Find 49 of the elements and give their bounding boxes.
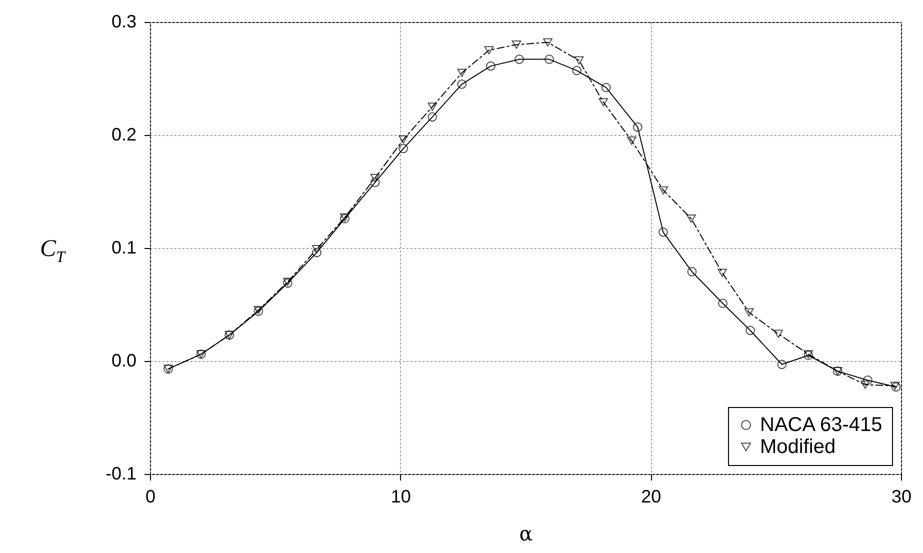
legend-label: NACA 63-415 bbox=[760, 414, 882, 436]
legend-label: Modified bbox=[760, 436, 836, 458]
y-axis-title: C$_{T}$ bbox=[40, 236, 65, 267]
x-tick-label: 10 bbox=[390, 486, 411, 506]
point bbox=[544, 54, 554, 64]
x-tick-label: 30 bbox=[891, 486, 912, 506]
point bbox=[486, 61, 496, 71]
point bbox=[718, 298, 728, 308]
point bbox=[774, 330, 784, 338]
point bbox=[457, 68, 467, 77]
point bbox=[746, 326, 755, 336]
point bbox=[484, 46, 494, 54]
point bbox=[398, 135, 408, 144]
point bbox=[658, 186, 668, 194]
point bbox=[370, 174, 380, 182]
point bbox=[863, 376, 872, 385]
point bbox=[512, 40, 522, 49]
point bbox=[428, 102, 438, 111]
point bbox=[744, 308, 754, 317]
y-tick-label: 0.0 bbox=[111, 350, 136, 370]
point bbox=[777, 360, 787, 370]
point bbox=[686, 214, 696, 223]
point bbox=[626, 136, 636, 145]
point bbox=[457, 79, 467, 89]
point bbox=[687, 267, 697, 276]
point bbox=[632, 122, 642, 132]
point bbox=[891, 382, 901, 392]
point bbox=[860, 380, 870, 389]
point bbox=[428, 112, 438, 122]
point bbox=[658, 228, 668, 237]
point bbox=[312, 248, 322, 258]
point bbox=[370, 178, 380, 188]
point bbox=[718, 268, 727, 277]
x-tick-label: 20 bbox=[641, 486, 662, 506]
x-tick-label: 0 bbox=[145, 486, 156, 506]
point bbox=[312, 245, 322, 254]
point bbox=[601, 82, 611, 92]
y-tick-label: 0.1 bbox=[111, 238, 136, 258]
x-axis-title: α bbox=[519, 522, 533, 546]
point bbox=[890, 382, 900, 390]
point bbox=[398, 144, 408, 154]
point bbox=[514, 54, 524, 64]
point bbox=[598, 98, 608, 106]
y-tick-label: -0.1 bbox=[105, 464, 136, 484]
point bbox=[572, 66, 582, 76]
y-tick-label: 0.2 bbox=[111, 124, 136, 144]
y-tick-label: 0.3 bbox=[111, 12, 136, 32]
point bbox=[543, 38, 552, 46]
point bbox=[574, 56, 584, 65]
